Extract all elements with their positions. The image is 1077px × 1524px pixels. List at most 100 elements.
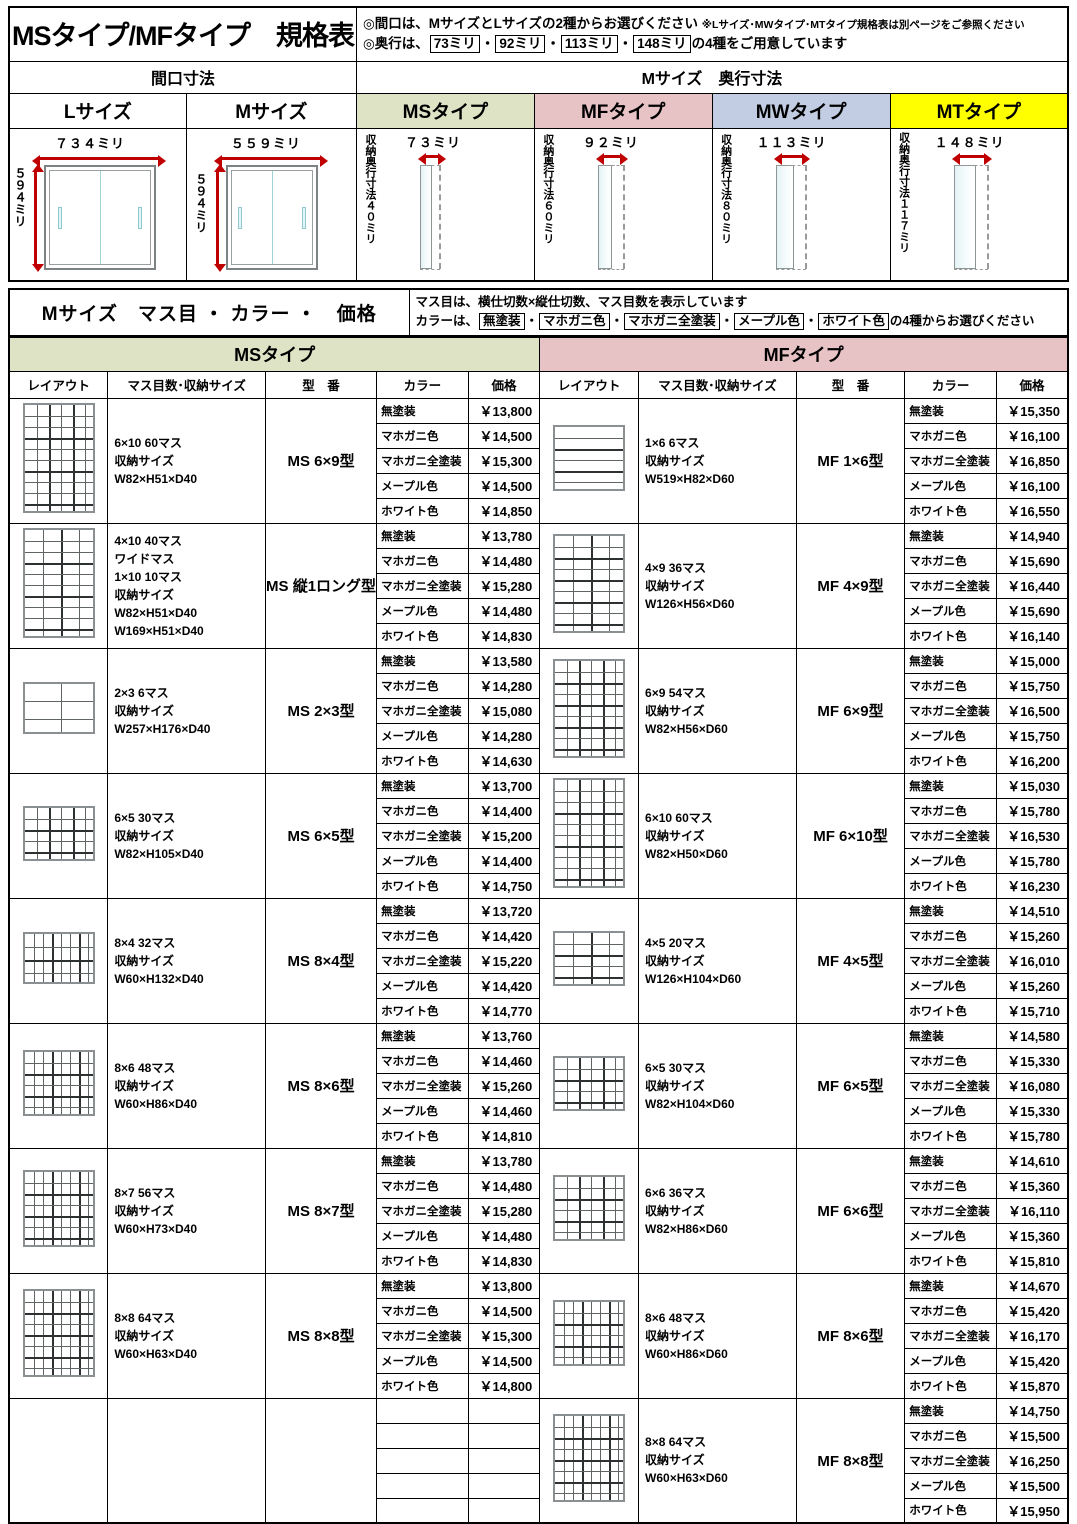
mf-color-cell: マホガニ全塗装 xyxy=(905,948,997,973)
mf-color-cell: ホワイト色 xyxy=(905,748,997,773)
m-width-label: ５５９ミリ xyxy=(231,133,301,152)
ms-color-cell: マホガニ色 xyxy=(377,1173,469,1198)
mf-layout-cell xyxy=(540,648,639,773)
grid-divider-h xyxy=(555,824,623,825)
grid-divider-h xyxy=(25,819,93,820)
grid-divider-h xyxy=(555,1232,623,1233)
ms-depth-arrow xyxy=(425,155,439,158)
spec-line: 4×10 40マス xyxy=(114,532,259,550)
grid-divider-v xyxy=(61,1052,62,1114)
col-header-ms-color: カラー xyxy=(377,371,469,398)
ms-model-cell: MS 8×4型 xyxy=(266,898,377,1023)
mf-model-cell: MF 1×6型 xyxy=(796,398,904,523)
ms-price-cell: ￥14,500 xyxy=(468,1298,540,1323)
ms-model-cell: MS 8×7型 xyxy=(266,1148,377,1273)
mf-color-cell: メープル色 xyxy=(905,1223,997,1248)
layout-thumbnail xyxy=(553,778,625,888)
m-cabinet-drawing xyxy=(226,165,318,270)
spec-line: 8×8 64マス xyxy=(114,1309,259,1327)
grid-divider-v xyxy=(70,1052,71,1114)
grid-divider-h xyxy=(25,629,93,631)
mf-color-cell: メープル色 xyxy=(905,723,997,748)
grid-divider-v xyxy=(34,1291,35,1375)
grid-divider-h xyxy=(555,868,623,869)
grid-divider-v xyxy=(603,661,605,756)
spec-line: 2×3 6マス xyxy=(114,684,259,702)
l-handle-right xyxy=(138,207,142,229)
m-handle-left xyxy=(238,207,242,229)
mf-color-cell: 無塗装 xyxy=(905,648,997,673)
page-title: MSタイプ/MFタイプ 規格表 xyxy=(9,7,357,62)
spec-line: W82×H56×D60 xyxy=(645,720,790,738)
depth-option-148: 148ミリ xyxy=(633,35,691,53)
mt-depth-label: １４８ミリ xyxy=(935,132,1005,151)
ms-price-cell: ￥14,480 xyxy=(468,1223,540,1248)
grid-divider-h xyxy=(25,504,93,506)
grid-divider-v xyxy=(591,1177,592,1239)
spec-line: W60×H63×D60 xyxy=(645,1469,790,1487)
spec-line: W82×H105×D40 xyxy=(114,845,259,863)
sep3: ・ xyxy=(619,36,633,51)
mf-price-cell: ￥14,610 xyxy=(996,1148,1068,1173)
grid-divider-h xyxy=(555,749,623,751)
ms-color-cell xyxy=(377,1448,469,1473)
ms-layout-cell xyxy=(9,1023,108,1148)
mf-model-cell: MF 6×5型 xyxy=(796,1023,904,1148)
grid-divider-v xyxy=(591,780,592,886)
grid-divider-h xyxy=(555,857,623,858)
grid-divider-v xyxy=(52,934,54,982)
grid-divider-v xyxy=(582,1416,584,1500)
grid-divider-h xyxy=(25,1096,93,1098)
ms-price-cell: ￥14,830 xyxy=(468,1248,540,1273)
ms-price-cell: ￥13,580 xyxy=(468,648,540,673)
grid-divider-v xyxy=(43,934,44,982)
grid-divider-v xyxy=(579,1177,581,1239)
mf-price-cell: ￥15,690 xyxy=(996,548,1068,573)
grid-divider-v xyxy=(615,661,616,756)
mf-price-cell: ￥15,870 xyxy=(996,1373,1068,1398)
spec-line: 収納サイズ xyxy=(114,702,259,720)
mt-depth-dash-bottom xyxy=(954,269,988,270)
col-header-ms-layout: レイアウト xyxy=(9,371,108,398)
ms-price-cell xyxy=(468,1498,540,1523)
mf-price-cell: ￥16,550 xyxy=(996,498,1068,523)
grid-divider-h xyxy=(555,802,623,803)
header-note-line2: ◎奥行は、73ミリ・92ミリ・113ミリ・148ミリの4種をご用意しています xyxy=(363,34,1061,54)
grid-divider-v xyxy=(567,661,568,756)
spec-line: 6×5 30マス xyxy=(645,1059,790,1077)
ms-model-cell: MS 6×9型 xyxy=(266,398,377,523)
grid-divider-v xyxy=(615,780,616,886)
grid-divider-h xyxy=(25,574,93,575)
mf-layout-cell xyxy=(540,398,639,523)
grid-divider-h xyxy=(25,1313,93,1315)
spec-line: 6×10 60マス xyxy=(114,434,259,452)
m-cabinet-center-line xyxy=(272,171,273,264)
mf-price-cell: ￥16,230 xyxy=(996,873,1068,898)
grid-divider-h xyxy=(25,585,93,586)
grid-divider-v xyxy=(564,1302,565,1364)
mf-color-cell: 無塗装 xyxy=(905,898,997,923)
ms-price-cell: ￥15,200 xyxy=(468,823,540,848)
ms-price-cell xyxy=(468,1473,540,1498)
mf-price-cell: ￥14,750 xyxy=(996,1398,1068,1423)
layout-thumbnail xyxy=(553,425,625,491)
ms-color-cell: 無塗装 xyxy=(377,398,469,423)
ms-price-cell: ￥15,280 xyxy=(468,1198,540,1223)
ms-price-cell: ￥14,420 xyxy=(468,923,540,948)
ms-model-cell: MS 8×6型 xyxy=(266,1023,377,1148)
ms-price-cell: ￥13,700 xyxy=(468,773,540,798)
type-header-ms: MSタイプ xyxy=(357,94,535,129)
mt-side-drawing xyxy=(954,165,976,269)
mf-color-cell: マホガニ色 xyxy=(905,798,997,823)
spec-line: 収納サイズ xyxy=(645,1327,790,1345)
grid-divider-h xyxy=(555,727,623,729)
grid-divider-h xyxy=(555,569,623,570)
grid-divider-h xyxy=(555,460,623,461)
mf-color-cell: メープル色 xyxy=(905,598,997,623)
color-option-mahogany-full: マホガニ全塗装 xyxy=(624,313,720,330)
group-header-mf: MFタイプ xyxy=(540,337,1068,371)
